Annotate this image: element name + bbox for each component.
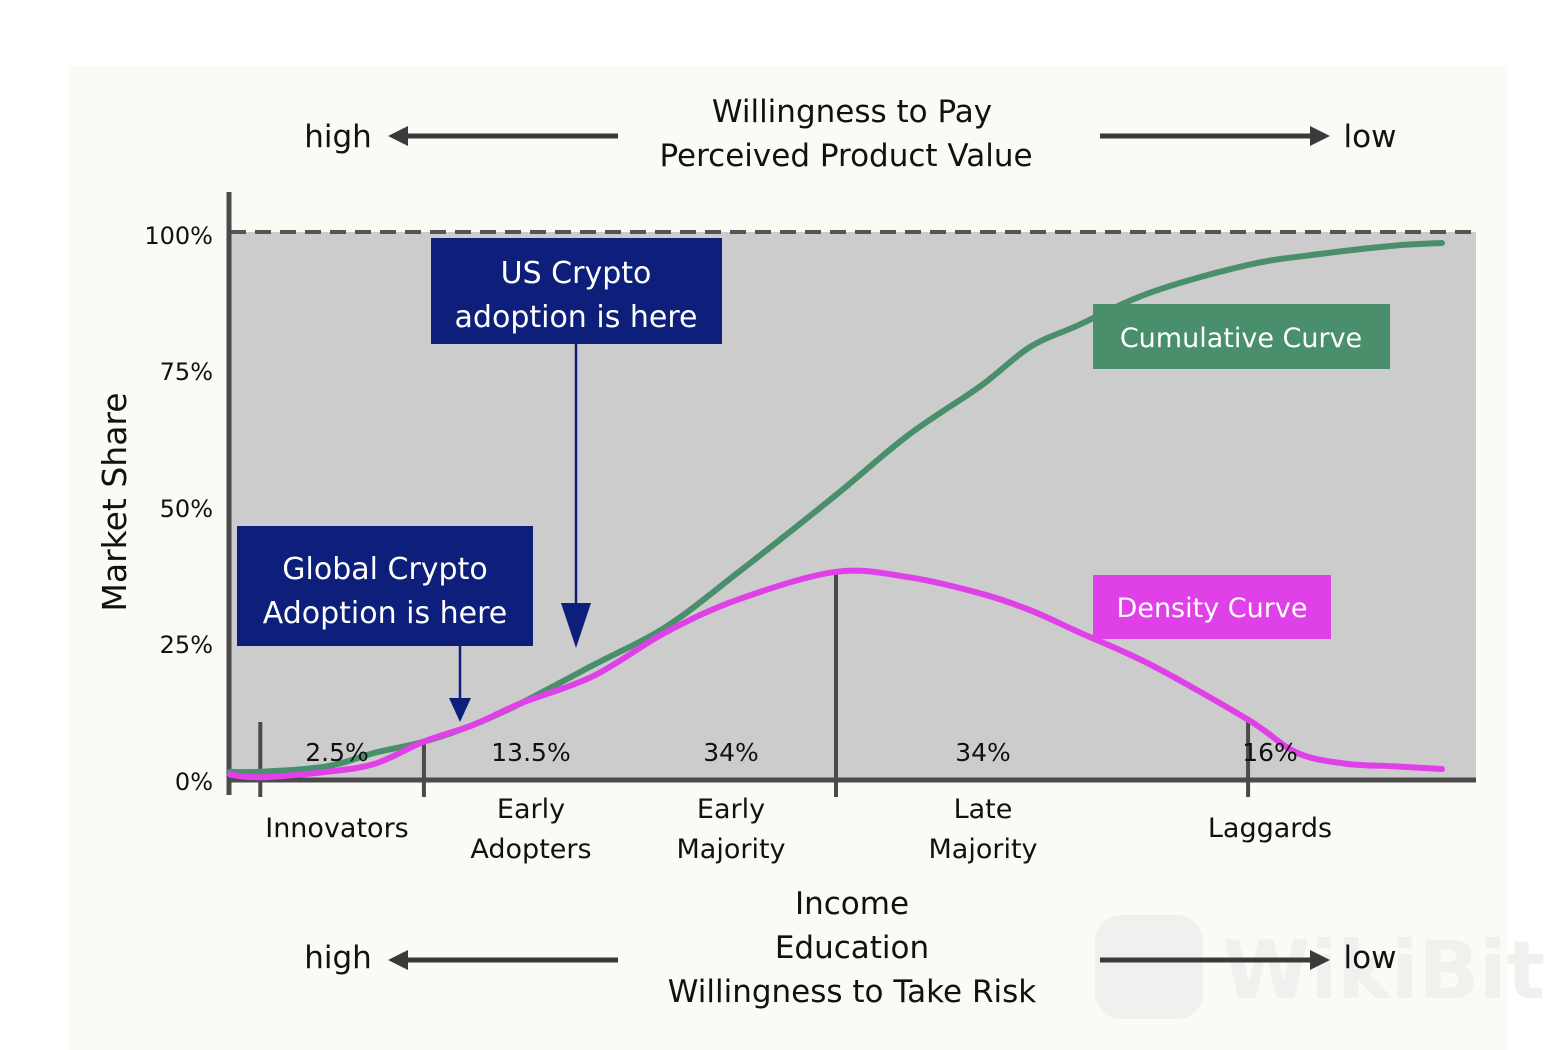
- top-right-arrow-icon: [1310, 126, 1330, 146]
- segment-label-early-adopters-line2: Adopters: [470, 834, 591, 865]
- y-tick-label: 25%: [160, 631, 213, 659]
- legend-item-cumulative-curve: [1093, 304, 1390, 369]
- bottom-axis-title-line1: Income: [795, 886, 909, 922]
- y-tick-label: 50%: [160, 495, 213, 523]
- global-crypto-annotation-line1: Global Crypto: [282, 552, 487, 587]
- segment-label-early-adopters-line1: Early: [497, 794, 565, 825]
- us-crypto-annotation-line1: US Crypto: [501, 256, 652, 291]
- segment-label-innovators: Innovators: [265, 813, 409, 844]
- segment-boundaries: [258, 571, 1251, 797]
- bottom-left-arrow-icon: [388, 950, 408, 970]
- segment-share-early-adopters: 13.5%: [491, 738, 570, 767]
- top-axis-title-line2: Perceived Product Value: [659, 138, 1032, 174]
- segment-label-early-majority-line1: Early: [697, 794, 765, 825]
- us-crypto-pointer-arrow-icon: [561, 603, 591, 648]
- top-axis-low-label: low: [1344, 119, 1397, 155]
- segment-label-laggards: Laggards: [1208, 813, 1332, 844]
- us-crypto-annotation: US Crypto adoption is here: [431, 238, 722, 648]
- segment-share-late-majority: 34%: [955, 738, 1011, 767]
- watermark-logo-icon: [1095, 915, 1203, 1019]
- global-crypto-annotation-box: [237, 526, 533, 646]
- top-axis-high-label: high: [304, 119, 372, 155]
- bottom-axis-high-label: high: [304, 940, 372, 976]
- legend-label-density-curve: Density Curve: [1117, 593, 1308, 624]
- segment-share-early-majority: 34%: [703, 738, 759, 767]
- legend: Cumulative Curve Density Curve: [1093, 304, 1390, 639]
- us-crypto-annotation-box: [431, 238, 722, 344]
- y-tick-label: 0%: [175, 768, 213, 796]
- y-tick-labels: 0% 25% 50% 75% 100%: [144, 222, 213, 796]
- y-tick-label: 75%: [160, 358, 213, 386]
- top-axis-title-line1: Willingness to Pay: [712, 94, 992, 130]
- us-crypto-annotation-line2: adoption is here: [455, 300, 698, 335]
- segment-label-early-majority-line2: Majority: [676, 834, 785, 865]
- segment-category-labels: Innovators Early Adopters Early Majority…: [265, 794, 1332, 865]
- density-curve-line: [227, 567, 1445, 781]
- segment-share-laggards: 16%: [1242, 738, 1298, 767]
- top-left-arrow-icon: [388, 126, 408, 146]
- segment-share-labels: 2.5% 13.5% 34% 34% 16%: [305, 738, 1298, 767]
- global-crypto-annotation: Global Crypto Adoption is here: [237, 526, 533, 722]
- global-crypto-annotation-line2: Adoption is here: [263, 596, 508, 631]
- bottom-axis-title-line3: Willingness to Take Risk: [668, 974, 1036, 1010]
- bottom-right-arrow-icon: [1310, 950, 1330, 970]
- global-crypto-pointer-arrow-icon: [449, 698, 471, 722]
- y-tick-label: 100%: [144, 222, 213, 250]
- watermark: WikiBit: [1095, 915, 1545, 1019]
- segment-label-late-majority-line1: Late: [954, 794, 1013, 825]
- watermark-text: WikiBit: [1222, 924, 1545, 1017]
- legend-label-cumulative-curve: Cumulative Curve: [1120, 323, 1362, 354]
- legend-item-density-curve: [1093, 575, 1331, 639]
- segment-share-innovators: 2.5%: [305, 738, 369, 767]
- top-direction-axis: Willingness to Pay Perceived Product Val…: [304, 94, 1396, 174]
- segment-label-late-majority-line2: Majority: [928, 834, 1037, 865]
- bottom-axis-title-line2: Education: [775, 930, 929, 966]
- bottom-direction-axis: Income Education Willingness to Take Ris…: [304, 886, 1396, 1010]
- cumulative-curve-line: [227, 240, 1445, 776]
- bottom-axis-low-label: low: [1344, 940, 1397, 976]
- y-axis-label: Market Share: [95, 392, 134, 611]
